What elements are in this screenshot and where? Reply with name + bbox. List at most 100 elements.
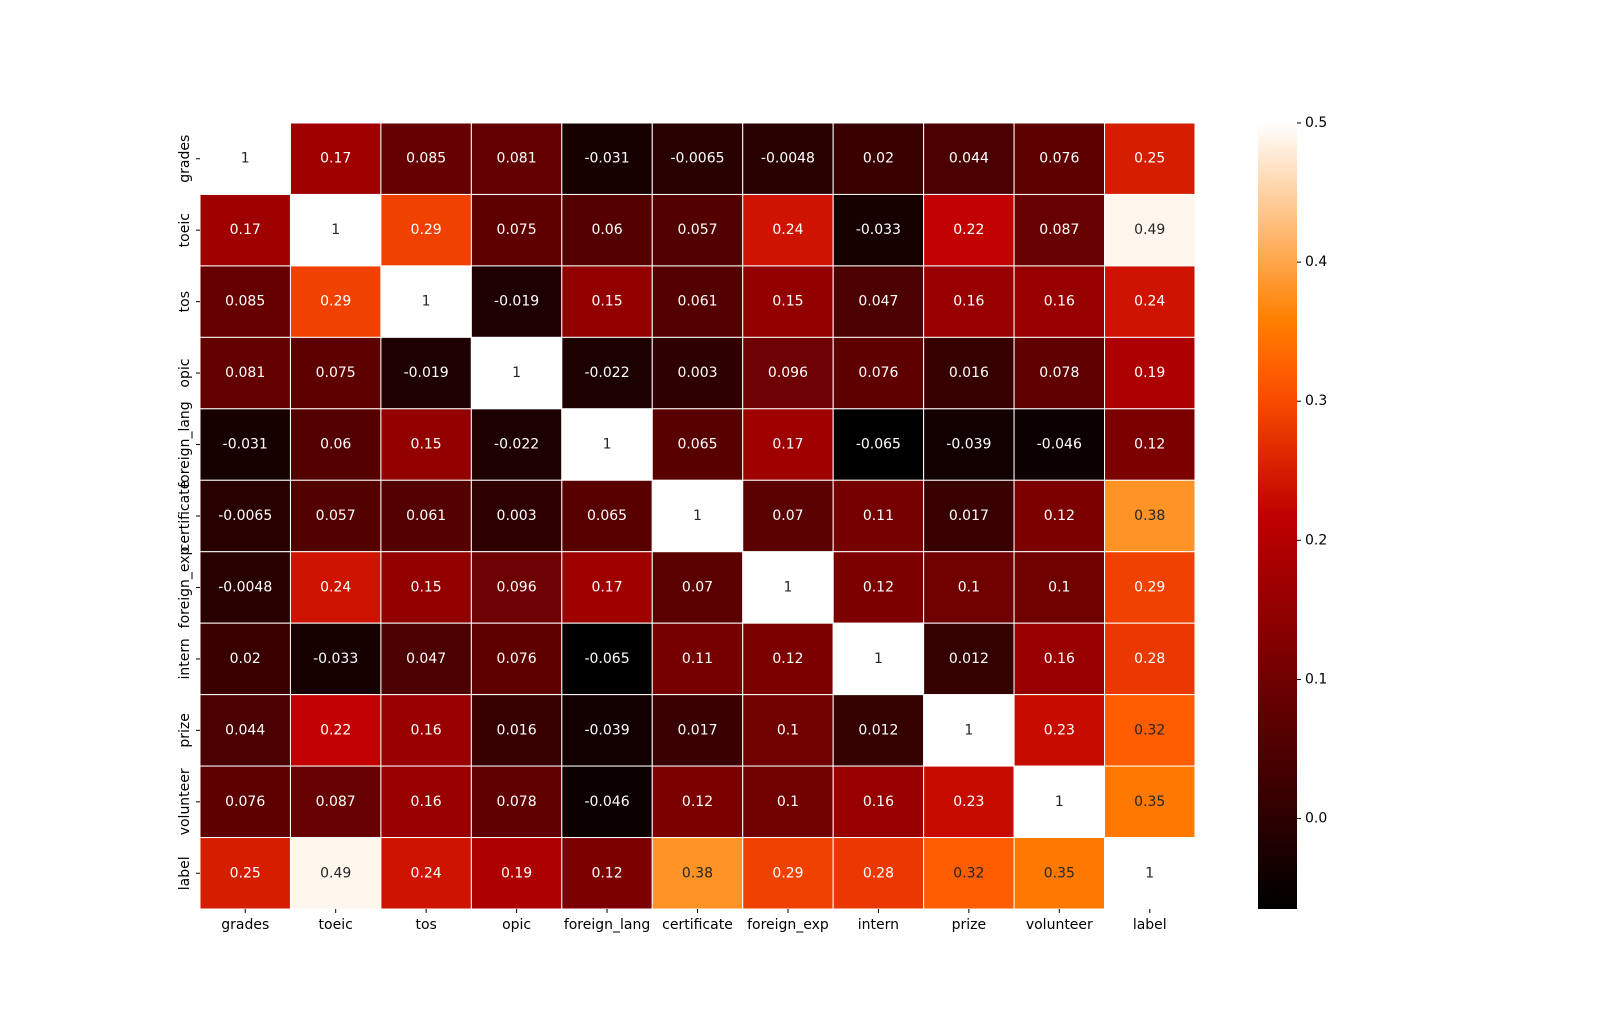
heatmap-cell (470, 694, 563, 767)
cell-value-label: 0.075 (316, 365, 356, 381)
colorbar-tick-label: 0.4 (1305, 254, 1327, 270)
cell-value-label: 0.003 (677, 365, 717, 381)
heatmap-cell (1013, 694, 1106, 767)
heatmap-cell (289, 408, 382, 481)
heatmap-cell (651, 408, 744, 481)
heatmap-cell (742, 551, 834, 624)
cell-value-label: 0.11 (682, 651, 713, 667)
heatmap-cell (470, 551, 563, 624)
heatmap-cell (1013, 622, 1106, 696)
heatmap-cell (923, 837, 1015, 910)
heatmap-cell (380, 765, 472, 839)
heatmap-cell (1013, 122, 1106, 195)
cell-value-label: 0.044 (225, 722, 265, 738)
cell-value-label: -0.0065 (670, 151, 724, 167)
x-tick-label: label (1133, 917, 1167, 933)
heatmap-cell (561, 265, 653, 338)
heatmap-cell (199, 193, 291, 267)
cell-value-label: -0.046 (1037, 437, 1082, 453)
heatmap-cell (651, 765, 744, 839)
colorbar-tick-label: 0.0 (1305, 811, 1327, 827)
heatmap-cell (651, 122, 744, 195)
heatmap-cell (651, 551, 744, 624)
heatmap-cell (380, 265, 472, 338)
cell-value-label: 0.02 (863, 151, 894, 167)
cell-value-label: 0.096 (768, 365, 808, 381)
cell-value-label: 0.061 (677, 294, 717, 310)
heatmap-cell (1104, 479, 1196, 553)
cell-value-label: 0.1 (777, 794, 799, 810)
heatmap-cell (923, 479, 1015, 553)
heatmap-cell (1104, 765, 1196, 839)
heatmap-cell (561, 622, 653, 696)
heatmap-cell (832, 622, 925, 696)
heatmap-cell (1104, 265, 1196, 338)
heatmap-cell (923, 551, 1015, 624)
cell-value-label: 0.06 (320, 437, 351, 453)
cell-value-label: 0.25 (1134, 151, 1165, 167)
y-axis: grades toeic tos opic foreign_langcertificat… (177, 135, 200, 890)
heatmap-cell (1104, 122, 1196, 195)
cell-value-label: 1 (512, 365, 521, 381)
heatmap-cell (651, 837, 744, 910)
heatmap-cell (1104, 193, 1196, 267)
cell-value-label: 0.38 (682, 865, 713, 881)
y-tick-label: grades (177, 135, 193, 183)
heatmap-cell (199, 265, 291, 338)
heatmap-cell (923, 193, 1015, 267)
cell-value-label: 0.24 (1134, 294, 1165, 310)
x-tick-label: intern (858, 917, 899, 933)
cell-value-label: -0.0048 (761, 151, 815, 167)
cell-value-label: 1 (422, 294, 431, 310)
heatmap-cell (1104, 336, 1196, 410)
heatmap-cell (470, 765, 563, 839)
y-tick-label: intern (177, 638, 193, 679)
x-tick-label: certificate (662, 917, 733, 933)
heatmap-cell (832, 837, 925, 910)
heatmap-cell (380, 122, 472, 195)
cell-value-label: 0.49 (1134, 222, 1165, 238)
cell-value-label: 0.076 (225, 794, 265, 810)
cell-value-label: -0.022 (584, 365, 629, 381)
cell-value-label: 0.49 (320, 865, 351, 881)
cell-value-label: 0.16 (863, 794, 894, 810)
colorbar-tick-label: 0.2 (1305, 532, 1327, 548)
heatmap-cell (742, 336, 834, 410)
x-tick-label: tos (415, 917, 436, 933)
heatmap-cell (1104, 551, 1196, 624)
cell-value-label: 0.017 (949, 508, 989, 524)
heatmap-cell (832, 551, 925, 624)
cell-value-label: -0.033 (313, 651, 358, 667)
cell-value-label: 0.044 (949, 151, 989, 167)
cell-value-label: 0.06 (591, 222, 622, 238)
heatmap-cell (1013, 193, 1106, 267)
cell-value-label: 0.12 (1134, 437, 1165, 453)
cell-value-label: 0.075 (497, 222, 537, 238)
heatmap-cell (199, 551, 291, 624)
heatmap-cell (651, 265, 744, 338)
cell-value-label: 0.11 (863, 508, 894, 524)
heatmap-cell (1013, 408, 1106, 481)
heatmap-cell (651, 694, 744, 767)
cell-value-label: 0.15 (411, 579, 442, 595)
cell-value-label: 0.17 (320, 151, 351, 167)
x-tick-label: foreign_lang (564, 917, 650, 933)
cell-value-label: 0.17 (230, 222, 261, 238)
x-tick-label: foreign_exp (747, 917, 829, 933)
heatmap-cell (289, 122, 382, 195)
heatmap-cell (651, 336, 744, 410)
cell-value-label: 0.17 (591, 579, 622, 595)
y-tick-label: label (177, 856, 193, 890)
heatmap-cell (561, 837, 653, 910)
cell-value-label: 0.16 (411, 722, 442, 738)
heatmap-cell (923, 265, 1015, 338)
colorbar-tick-label: 0.3 (1305, 393, 1327, 409)
cell-value-label: 0.16 (1044, 651, 1075, 667)
cell-value-label: 0.22 (320, 722, 351, 738)
x-tick-label: grades (221, 917, 269, 933)
x-tick-label: volunteer (1026, 917, 1093, 933)
cell-value-label: 1 (331, 222, 340, 238)
heatmap-cell (1013, 837, 1106, 910)
cell-value-label: 0.16 (953, 294, 984, 310)
